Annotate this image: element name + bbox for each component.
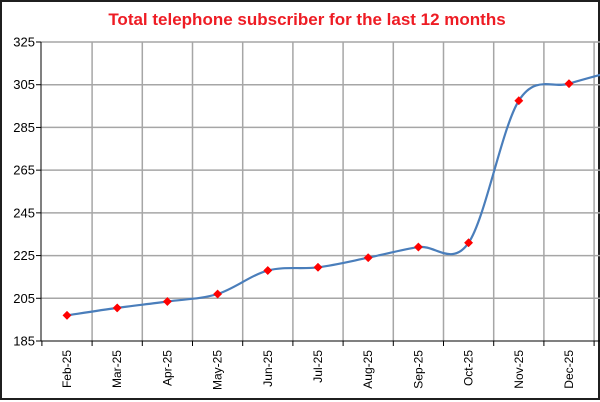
series-markers: [62, 79, 574, 320]
data-point-marker: [413, 242, 423, 252]
x-axis-ticks: Feb-25 Mar-25 Apr-25 May-25 Jun-25 Jul-25 Aug-…: [41, 341, 595, 390]
data-point-marker: [363, 253, 373, 263]
x-tick-label: Apr-25: [160, 350, 174, 386]
series-line: [66, 73, 600, 317]
data-point-marker: [514, 96, 524, 106]
y-tick-label: 245: [13, 205, 35, 220]
x-tick-label: Nov-25: [512, 350, 526, 389]
y-tick-label: 305: [13, 77, 35, 92]
data-point-marker: [313, 262, 323, 272]
data-point-marker: [464, 238, 474, 248]
data-point-marker: [112, 303, 122, 313]
y-tick-label: 265: [13, 163, 35, 178]
y-axis-ticks: 185 205 225 245 265 285 305 325: [13, 35, 41, 349]
gridlines: [41, 41, 600, 341]
series-line-path: [66, 73, 600, 317]
x-tick-label: Oct-25: [462, 350, 476, 386]
x-tick-label: Dec-25: [562, 350, 576, 389]
y-tick-label: 225: [13, 248, 35, 263]
data-point-marker: [263, 265, 273, 276]
data-point-marker: [62, 310, 72, 320]
x-tick-label: Mar-25: [110, 350, 124, 388]
data-point-marker: [162, 296, 172, 307]
x-tick-label: Jun-25: [261, 350, 275, 387]
y-tick-label: 205: [13, 291, 35, 306]
x-tick-label: Jul-25: [311, 350, 325, 383]
x-tick-label: Sep-25: [411, 350, 425, 389]
chart-title: Total telephone subscriber for the last …: [108, 10, 505, 29]
axes: [40, 42, 600, 342]
data-point-marker: [213, 289, 223, 299]
data-point-marker: [564, 79, 574, 89]
y-tick-label: 285: [13, 120, 35, 135]
x-tick-label: Aug-25: [361, 350, 375, 389]
y-tick-label: 185: [13, 334, 35, 349]
y-tick-label: 325: [13, 35, 35, 50]
x-tick-label: May-25: [211, 350, 225, 390]
x-tick-label: Feb-25: [60, 350, 74, 388]
